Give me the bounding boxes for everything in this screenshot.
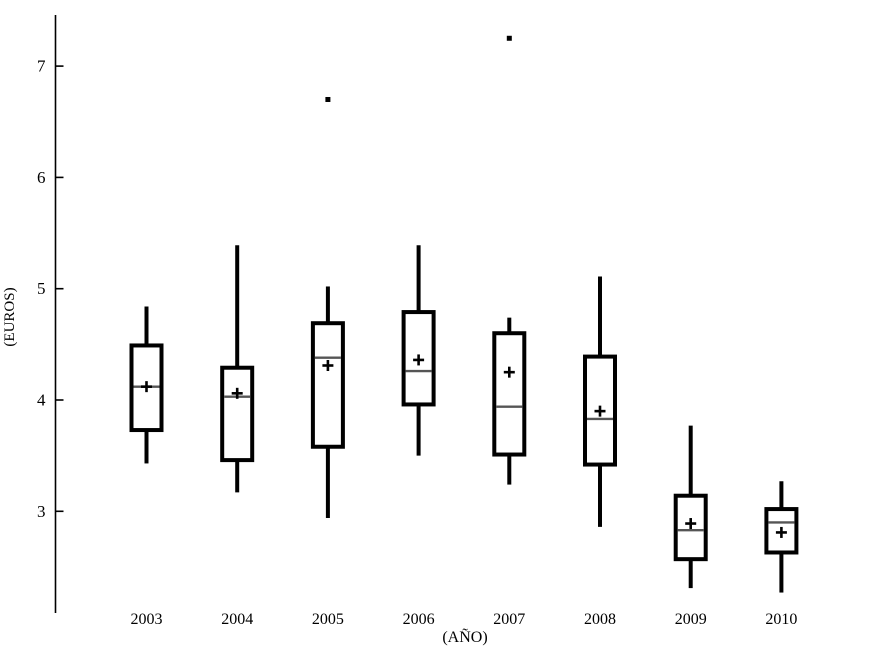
box-plot-2010 — [764, 481, 799, 593]
outlier-point — [325, 96, 331, 102]
x-axis-year-label: 2005 — [312, 611, 344, 628]
y-axis-tick-label: 7 — [37, 57, 46, 76]
x-axis-year-label: 2004 — [221, 611, 253, 628]
y-axis-title: (EUROS) — [2, 287, 18, 346]
y-axis-tick-label: 5 — [37, 279, 46, 298]
box-plot-2009 — [673, 425, 708, 589]
x-axis-year-label: 2003 — [131, 611, 163, 628]
box-plot-2003 — [129, 306, 164, 464]
x-axis-year-label: 2010 — [765, 611, 797, 628]
x-axis-year-label: 2008 — [584, 611, 616, 628]
box-plot-2005 — [310, 96, 345, 518]
y-axis-tick-label: 6 — [37, 168, 46, 187]
box-plot-2007 — [492, 35, 527, 485]
x-axis-year-label: 2009 — [675, 611, 707, 628]
iqr-box — [492, 331, 527, 457]
iqr-box — [310, 321, 345, 449]
y-axis-tick-label: 4 — [37, 391, 46, 410]
box-plot-2006 — [401, 245, 436, 456]
x-axis-year-label: 2007 — [493, 611, 525, 628]
box-plot-2004 — [220, 245, 255, 493]
x-axis-title: (AÑO) — [442, 628, 487, 646]
outlier-point — [506, 35, 512, 41]
iqr-box — [220, 365, 255, 463]
box-plot-2008 — [583, 276, 617, 527]
x-axis-year-label: 2006 — [403, 611, 435, 628]
y-axis-tick-label: 3 — [37, 502, 46, 521]
